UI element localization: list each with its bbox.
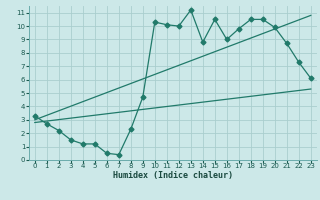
X-axis label: Humidex (Indice chaleur): Humidex (Indice chaleur) bbox=[113, 171, 233, 180]
